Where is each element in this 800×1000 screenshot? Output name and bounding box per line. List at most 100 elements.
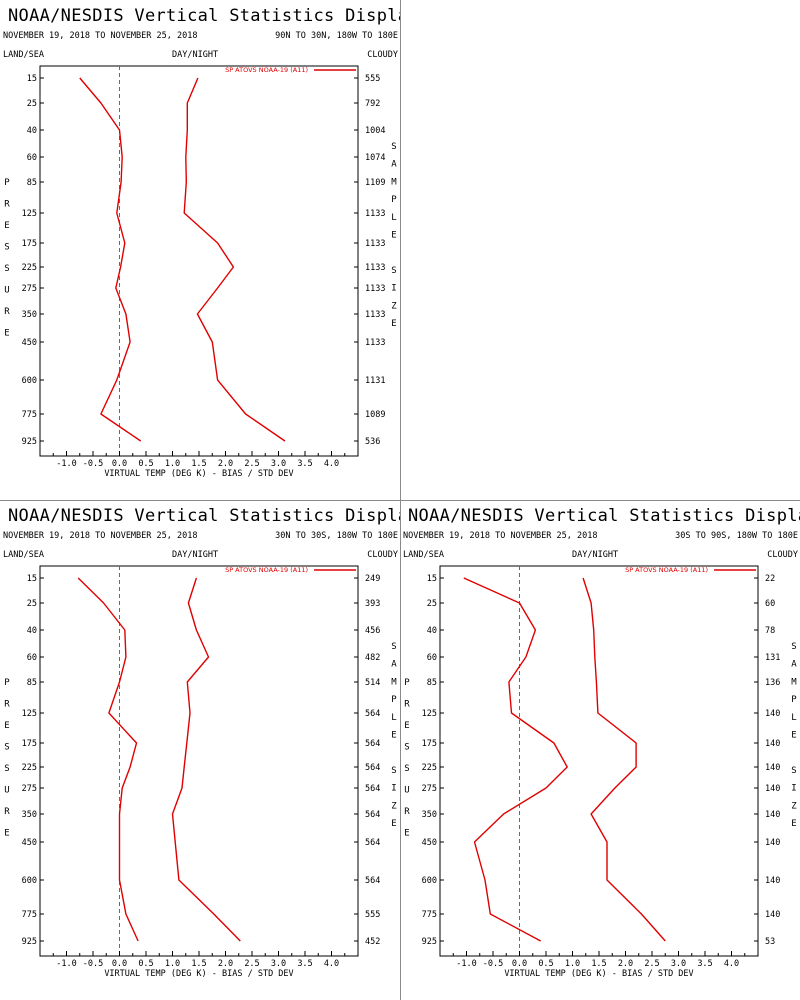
pressure-axis-letter: R (4, 807, 10, 817)
x-tick-label: -0.5 (83, 959, 103, 969)
sample-size-label: 564 (365, 739, 380, 749)
sample-size-label: 456 (365, 626, 380, 636)
sample-size-label: 514 (365, 678, 380, 688)
pressure-level-label: 775 (22, 910, 37, 920)
pressure-axis-letter: E (4, 721, 9, 731)
date-range: NOVEMBER 19, 2018 TO NOVEMBER 25, 2018 (403, 531, 597, 541)
sample-size-label: 140 (765, 763, 780, 773)
sample-size-label: 249 (365, 574, 380, 584)
panel-divider-horizontal (0, 500, 800, 501)
x-tick-label: 1.0 (165, 959, 180, 969)
x-tick-label: 1.5 (591, 959, 606, 969)
sample-size-label: 564 (365, 784, 380, 794)
x-tick-label: 0.0 (512, 959, 527, 969)
sample-size-label: 555 (365, 74, 380, 84)
pressure-axis-letter: S (4, 764, 9, 774)
pressure-level-label: 60 (27, 153, 37, 163)
sample-size-axis-letter: P (791, 695, 797, 705)
pressure-level-label: 60 (427, 653, 437, 663)
series-line-std_dev (582, 577, 666, 942)
pressure-level-label: 275 (22, 784, 37, 794)
pressure-level-label: 775 (422, 910, 437, 920)
sample-size-label: 393 (365, 599, 380, 609)
sample-size-axis-letter: E (391, 819, 396, 829)
x-tick-label: 0.0 (112, 959, 127, 969)
x-tick-label: -1.0 (56, 959, 76, 969)
day-night-label: DAY/NIGHT (172, 50, 218, 60)
sample-size-axis-letter: S (391, 142, 396, 152)
pressure-level-label: 450 (422, 838, 437, 848)
series-line-bias (79, 77, 142, 442)
pressure-level-label: 15 (427, 574, 437, 584)
series-line-std_dev (183, 77, 286, 442)
x-tick-label: 1.0 (565, 959, 580, 969)
x-tick-label: 3.0 (271, 459, 286, 469)
pressure-level-label: 85 (427, 678, 437, 688)
pressure-level-label: 450 (22, 838, 37, 848)
pressure-axis-letter: E (4, 221, 9, 231)
sample-size-label: 564 (365, 709, 380, 719)
sample-size-label: 1109 (365, 178, 385, 188)
x-axis-label: VIRTUAL TEMP (DEG K) - BIAS / STD DEV (104, 969, 293, 979)
x-tick-label: 2.5 (244, 959, 259, 969)
x-tick-label: -1.0 (456, 959, 476, 969)
pressure-level-label: 350 (22, 810, 37, 820)
sample-size-label: 53 (765, 937, 775, 947)
chart-title: NOAA/NESDIS Vertical Statistics Display (8, 506, 400, 526)
sample-size-label: 564 (365, 810, 380, 820)
sample-size-axis-letter: P (391, 695, 397, 705)
sample-size-axis-letter: M (791, 677, 797, 687)
pressure-level-label: 125 (422, 709, 437, 719)
pressure-axis-letter: S (404, 743, 409, 753)
pressure-level-label: 175 (22, 739, 37, 749)
pressure-axis-letter: U (4, 786, 9, 796)
sample-size-label: 131 (765, 653, 780, 663)
sample-size-label: 140 (765, 784, 780, 794)
x-axis-label: VIRTUAL TEMP (DEG K) - BIAS / STD DEV (504, 969, 693, 979)
sample-size-label: 1133 (365, 239, 385, 249)
x-tick-label: 1.5 (191, 459, 206, 469)
pressure-level-label: 600 (422, 876, 437, 886)
legend-label: SP ATOVS NOAA-19 (A11) (625, 566, 708, 574)
x-tick-label: 4.0 (324, 459, 339, 469)
sample-size-axis-letter: E (391, 231, 396, 241)
x-tick-label: 3.5 (297, 959, 312, 969)
sample-size-axis-letter: S (391, 266, 396, 276)
land-sea-label: LAND/SEA (403, 550, 444, 560)
sample-size-label: 136 (765, 678, 780, 688)
chart-title: NOAA/NESDIS Vertical Statistics Display (408, 506, 800, 526)
sample-size-axis-letter: I (391, 284, 396, 294)
x-tick-label: 0.5 (138, 959, 153, 969)
pressure-axis-letter: R (4, 700, 10, 710)
pressure-axis-letter: P (404, 678, 410, 688)
sample-size-axis-letter: L (391, 713, 396, 723)
sample-size-label: 482 (365, 653, 380, 663)
sample-size-axis-letter: L (791, 713, 796, 723)
pressure-level-label: 125 (22, 709, 37, 719)
pressure-level-label: 175 (422, 739, 437, 749)
series-line-std_dev (171, 577, 241, 942)
sample-size-label: 140 (765, 739, 780, 749)
pressure-level-label: 925 (22, 437, 37, 447)
sample-size-label: 1133 (365, 338, 385, 348)
sample-size-axis-letter: M (391, 677, 397, 687)
x-tick-label: -1.0 (56, 459, 76, 469)
pressure-level-label: 85 (27, 678, 37, 688)
x-tick-label: 1.5 (191, 959, 206, 969)
x-tick-label: 3.0 (271, 959, 286, 969)
pressure-level-label: 275 (22, 284, 37, 294)
region-label: 30N TO 30S, 180W TO 180E (275, 531, 398, 541)
pressure-level-label: 15 (27, 574, 37, 584)
cloudy-label: CLOUDY (367, 550, 398, 560)
x-tick-label: 0.5 (538, 959, 553, 969)
pressure-axis-letter: R (4, 200, 10, 210)
pressure-level-label: 40 (27, 126, 37, 136)
sample-size-label: 140 (765, 876, 780, 886)
x-axis-label: VIRTUAL TEMP (DEG K) - BIAS / STD DEV (104, 469, 293, 479)
sample-size-label: 1131 (365, 376, 385, 386)
sample-size-axis-letter: I (391, 784, 396, 794)
sample-size-label: 1133 (365, 284, 385, 294)
pressure-level-label: 25 (27, 99, 37, 109)
pressure-level-label: 225 (22, 763, 37, 773)
